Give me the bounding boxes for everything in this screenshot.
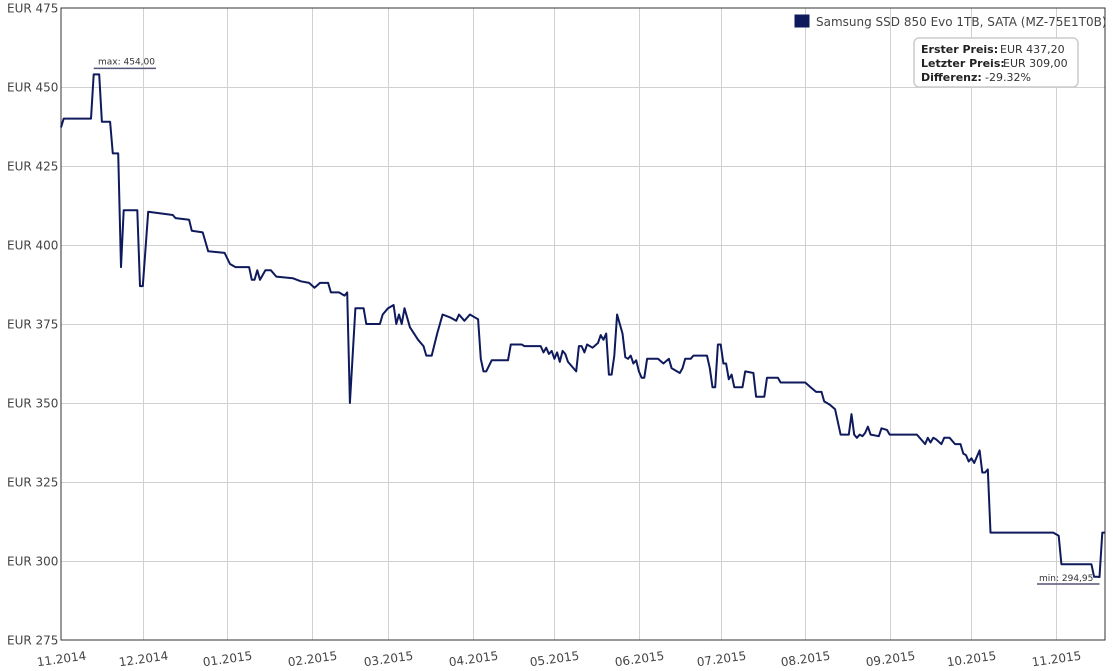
y-tick-label: EUR 300 [7, 555, 58, 569]
y-tick-label: EUR 375 [7, 318, 58, 332]
info-difference-label: Differenz: [921, 71, 982, 84]
legend-swatch [794, 14, 810, 28]
x-tick-label: 04.2015 [448, 649, 499, 670]
x-tick-label: 12.2014 [118, 649, 169, 670]
x-tick-label: 09.2015 [865, 649, 916, 670]
info-first-price-label: Erster Preis: [921, 43, 998, 56]
x-tick-label: 01.2015 [202, 649, 253, 670]
grid-lines [61, 8, 1105, 640]
x-tick-label: 08.2015 [780, 649, 831, 670]
x-tick-label: 03.2015 [363, 649, 414, 670]
x-tick-label: 11.2014 [36, 649, 87, 670]
legend-label[interactable]: Samsung SSD 850 Evo 1TB, SATA (MZ-75E1T0… [816, 15, 1107, 29]
info-box: Erster Preis: EUR 437,20 Letzter Preis: … [913, 37, 1079, 88]
x-tick-label: 07.2015 [696, 649, 747, 670]
y-tick-label: EUR 425 [7, 160, 58, 174]
y-tick-label: EUR 350 [7, 397, 58, 411]
max-annotation: max: 454,00 [93, 57, 156, 70]
info-first-price-value: EUR 437,20 [1000, 43, 1065, 56]
y-tick-label: EUR 275 [7, 634, 58, 648]
max-annotation-label: max: 454,00 [98, 57, 155, 67]
y-tick-label: EUR 325 [7, 476, 58, 490]
info-last-price-label: Letzter Preis: [921, 57, 1005, 70]
y-tick-label: EUR 450 [7, 81, 58, 95]
legend[interactable]: Samsung SSD 850 Evo 1TB, SATA (MZ-75E1T0… [794, 14, 1107, 29]
x-tick-label: 11.2015 [1031, 649, 1082, 670]
price-series-line [60, 73, 1105, 578]
min-annotation-label: min: 294,95 [1039, 574, 1093, 584]
x-axis-tick-labels: 11.2014 12.2014 01.2015 02.2015 03.2015 04.20… [36, 649, 1082, 670]
x-tick-label: 10.2015 [946, 649, 997, 670]
x-tick-label: 06.2015 [614, 649, 665, 670]
info-box-frame [913, 37, 1079, 88]
info-difference-value: -29.32% [985, 71, 1031, 84]
y-tick-label: EUR 400 [7, 239, 58, 253]
info-last-price-value: EUR 309,00 [1003, 57, 1068, 70]
min-annotation: min: 294,95 [1037, 574, 1100, 585]
plot-frame [60, 7, 1106, 641]
y-axis-tick-labels: EUR 275 EUR 300 EUR 325 EUR 350 EUR 375 EUR 4… [7, 2, 58, 648]
x-tick-label: 02.2015 [287, 649, 338, 670]
x-tick-label: 05.2015 [529, 649, 580, 670]
y-tick-label: EUR 475 [7, 2, 58, 16]
